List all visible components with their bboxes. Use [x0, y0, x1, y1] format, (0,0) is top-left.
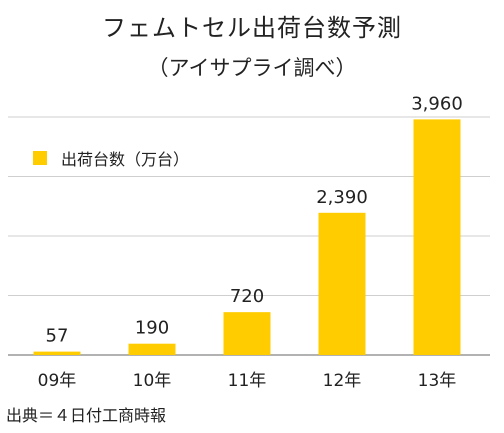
legend: 出荷台数（万台）	[33, 146, 189, 170]
bar-11年	[223, 312, 271, 355]
category-label: 12年	[323, 371, 362, 391]
value-label: 3,960	[411, 93, 463, 114]
bar-09年	[33, 351, 81, 355]
category-label: 09年	[38, 371, 77, 391]
bars	[33, 119, 461, 355]
bar-10年	[128, 343, 176, 355]
category-label: 10年	[133, 371, 172, 391]
category-label: 11年	[228, 371, 267, 391]
bar-13年	[413, 119, 461, 355]
legend-swatch	[33, 151, 47, 165]
chart-subtitle: （アイサプライ調べ）	[147, 56, 357, 80]
source-note: 出典＝４日付工商時報	[6, 406, 167, 425]
category-label: 13年	[418, 371, 457, 391]
value-label: 2,390	[316, 187, 368, 208]
legend-label: 出荷台数（万台）	[61, 150, 190, 169]
category-labels: 09年 10年 11年 12年 13年	[38, 371, 457, 391]
value-label: 720	[230, 286, 264, 307]
value-labels: 57 190 720 2,390 3,960	[46, 93, 463, 346]
bar-12年	[318, 212, 366, 355]
value-label: 190	[135, 318, 169, 339]
value-label: 57	[46, 326, 69, 347]
chart-title: フェムトセル出荷台数予測	[102, 14, 402, 42]
